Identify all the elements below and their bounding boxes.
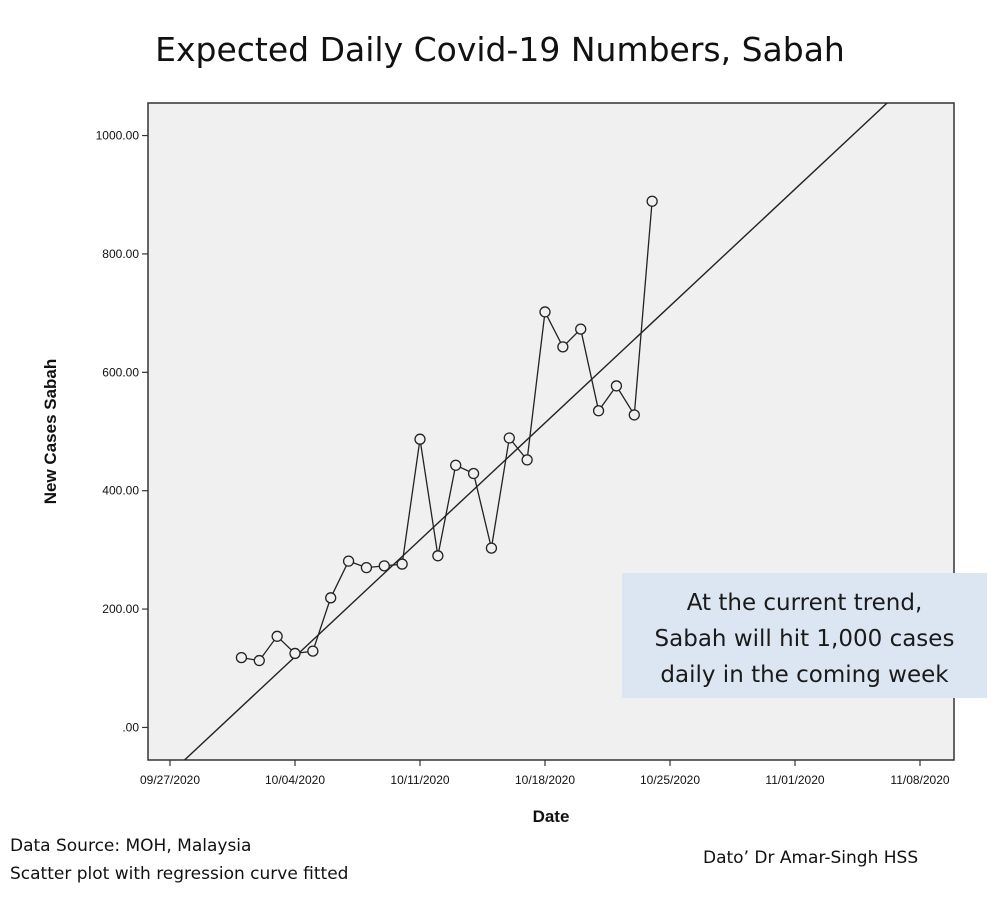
x-tick-label: 09/27/2020 — [140, 773, 200, 787]
data-point — [450, 459, 462, 471]
data-point — [521, 454, 533, 466]
author-credit: Dato’ Dr Amar-Singh HSS — [703, 848, 919, 868]
data-point — [539, 306, 551, 318]
chart-title: Expected Daily Covid-19 Numbers, Sabah — [155, 30, 845, 69]
callout-line-2: Sabah will hit 1,000 cases — [654, 626, 955, 652]
data-point — [485, 542, 498, 554]
data-point — [610, 380, 623, 392]
y-tick-label: 1000.00 — [96, 129, 140, 143]
footer-notes: Data Source: MOH, Malaysia Scatter plot … — [10, 832, 348, 888]
data-point — [467, 467, 480, 480]
data-source-note: Data Source: MOH, Malaysia — [10, 836, 252, 856]
data-point — [342, 555, 355, 567]
y-tick-label: 800.00 — [102, 247, 139, 261]
data-point — [592, 405, 605, 417]
data-point — [289, 647, 301, 660]
data-point — [360, 561, 373, 574]
data-point — [235, 651, 248, 664]
y-tick-label: 200.00 — [102, 602, 139, 616]
data-point — [325, 592, 337, 604]
y-axis-label: New Cases Sabah — [41, 359, 60, 505]
data-point — [253, 654, 265, 667]
y-tick-label: .00 — [122, 720, 139, 734]
y-tick-label: 600.00 — [102, 365, 139, 379]
data-point — [628, 409, 640, 421]
x-tick-label: 10/18/2020 — [515, 773, 575, 787]
data-point — [557, 341, 569, 353]
data-point — [307, 645, 319, 657]
callout-line-3: daily in the coming week — [660, 662, 949, 688]
x-tick-label: 11/08/2020 — [890, 773, 949, 787]
data-point — [378, 560, 390, 572]
y-tick-label: 400.00 — [102, 484, 139, 498]
x-axis-label: Date — [533, 807, 570, 826]
trend-callout: At the current trend, Sabah will hit 1,0… — [622, 573, 987, 698]
data-point — [396, 558, 408, 570]
data-point — [646, 195, 658, 207]
data-point — [575, 323, 587, 335]
data-point — [414, 433, 426, 445]
method-note: Scatter plot with regression curve fitte… — [10, 864, 349, 884]
data-point — [432, 550, 444, 562]
data-point — [271, 630, 283, 642]
x-tick-label: 11/01/2020 — [765, 773, 824, 787]
x-tick-label: 10/11/2020 — [390, 773, 449, 787]
callout-line-1: At the current trend, — [686, 590, 923, 616]
data-point — [503, 432, 515, 444]
x-tick-label: 10/25/2020 — [640, 773, 700, 787]
x-tick-label: 10/04/2020 — [265, 773, 325, 787]
